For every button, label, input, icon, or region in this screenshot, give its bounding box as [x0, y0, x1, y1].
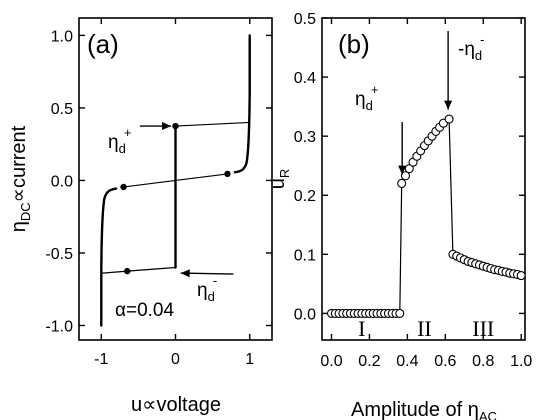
panel-b-xtick-label: 1.0 [510, 353, 532, 370]
eta-d-minus-label-a: ηd- [197, 273, 217, 304]
panel-b-data-point [395, 308, 405, 318]
panel-b-data-point [397, 178, 407, 188]
panel-a-eta-plus-arrow-head [162, 122, 172, 131]
panel-b-ytick-label: 0.2 [294, 188, 316, 205]
panel-a-tick-labels: -1 0 1 -1.0 -0.5 0.0 0.5 1.0 [45, 28, 254, 368]
panel-a-ytick-label: -1.0 [45, 318, 73, 335]
eta-d-plus-label-a: ηd+ [108, 125, 131, 156]
panel-a-jump-line [175, 173, 228, 182]
panel-a-ytick-label: 0.5 [51, 101, 73, 118]
panel-b-ytick-label: 0.3 [294, 129, 316, 146]
panel-b-xtick-label: 0.8 [472, 353, 494, 370]
panel-a-jump-point [124, 267, 131, 275]
panel-a-right-branch [233, 34, 251, 174]
panel-b-ylabel: uR [267, 169, 292, 190]
panel-b-frame [321, 17, 526, 341]
eta-d-plus-label-b: ηd+ [355, 82, 378, 113]
panel-a-jump-line [101, 270, 128, 274]
minus-eta-d-minus-label-b: -ηd- [458, 32, 484, 63]
panel-a-left-branch [100, 187, 118, 327]
panel-a-ytick-label: 0.0 [51, 173, 73, 190]
panel-b-ytick-label: 0.5 [294, 11, 316, 28]
panel-b-eta-plus-arrow-head [398, 165, 407, 175]
panel-a-ylabel: ηDC∝current [8, 125, 33, 232]
panel-a: -1 0 1 -1.0 -0.5 0.0 0.5 1.0 (a) α=0.04 ηd+ ηd-… [8, 17, 273, 416]
panel-b-arrows [398, 31, 453, 175]
panel-b-data-points [326, 114, 526, 318]
panel-b-region-label: II [417, 316, 432, 341]
panel-a-jump-point [120, 183, 127, 191]
alpha-parameter: α=0.04 [115, 300, 174, 321]
panel-a-ytick-label: -0.5 [45, 246, 73, 263]
panel-b-xtick-label: 0.0 [320, 353, 342, 370]
panel-b-ytick-label: 0.1 [294, 247, 316, 264]
panel-a-ytick-label: 1.0 [51, 28, 73, 45]
panel-b-xtick-label: 0.6 [434, 353, 456, 370]
panel-a-xtick-label: 0 [171, 351, 180, 368]
panel-b-ytick-label: 0.0 [294, 306, 316, 323]
panel-a-xlabel: u∝voltage [131, 394, 221, 416]
panel-b-xtick-label: 0.2 [358, 353, 380, 370]
panel-b-label: (b) [338, 29, 370, 59]
panel-a-label: (a) [87, 29, 119, 59]
panel-a-ticks [79, 18, 272, 340]
panel-a-jump-point [224, 170, 231, 178]
panel-a-jump-line [123, 179, 176, 188]
panel-b-xlabel: Amplitude of ηAC [351, 399, 497, 420]
panel-a-jump-lines [101, 121, 250, 274]
panel-b-data-point [516, 271, 526, 281]
panel-b-xtick-label: 0.4 [396, 353, 418, 370]
panel-a-xtick-label: -1 [94, 351, 108, 368]
panel-b: 0.0 0.2 0.4 0.6 0.8 1.00.00.10.20.30.40.5 I II… [267, 11, 532, 420]
panel-b-region-label: III [472, 316, 494, 341]
panel-b-tick-labels: 0.0 0.2 0.4 0.6 0.8 1.0 0.0 0.1 0.2 0.3 0.4 0.5 [294, 11, 533, 370]
panel-b-ticks [322, 17, 525, 340]
panel-a-curves [100, 34, 251, 327]
panel-a-xtick-label: 1 [245, 351, 254, 368]
panel-b-ytick-label: 0.4 [294, 70, 316, 87]
panel-a-arrows [139, 122, 234, 278]
panel-a-eta-minus-arrow-head [180, 269, 190, 278]
panel-b-eta-minus-arrow-head [444, 100, 453, 110]
panel-b-regions: I II III [358, 316, 494, 341]
panel-b-data-point [400, 171, 411, 181]
panel-a-jump-line [175, 121, 250, 127]
panel-a-jump-point [172, 122, 179, 130]
panel-b-data-point [444, 114, 454, 124]
panel-a-jump-points [120, 122, 231, 275]
panel-a-jump-line [127, 266, 176, 272]
panel-b-region-label: I [358, 316, 365, 341]
